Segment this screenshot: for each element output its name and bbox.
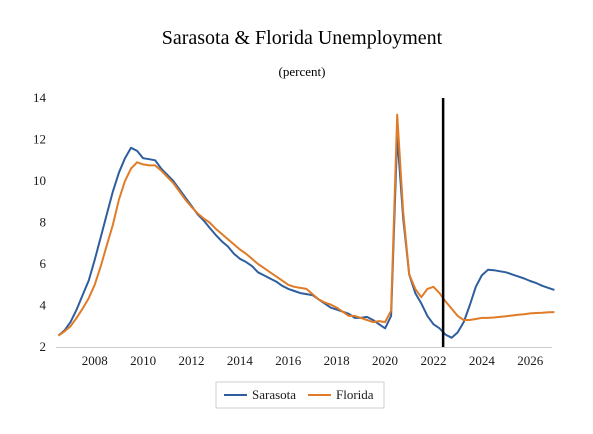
series-line-florida bbox=[57, 113, 555, 337]
y-tick-label: 10 bbox=[33, 173, 46, 188]
y-tick-label: 2 bbox=[40, 339, 47, 354]
x-tick-label: 2022 bbox=[420, 353, 446, 368]
x-tick-label: 2010 bbox=[130, 353, 156, 368]
series-line-sarasota bbox=[57, 134, 555, 339]
y-tick-label: 4 bbox=[40, 298, 47, 313]
legend-label-sarasota: Sarasota bbox=[252, 387, 296, 402]
legend-item-sarasota: Sarasota bbox=[224, 387, 296, 402]
x-tick-label: 2016 bbox=[275, 353, 302, 368]
x-tick-label: 2008 bbox=[82, 353, 108, 368]
x-tick-label: 2014 bbox=[227, 353, 254, 368]
legend-label-florida: Florida bbox=[336, 387, 374, 402]
y-tick-label: 6 bbox=[40, 256, 47, 271]
chart-subtitle: (percent) bbox=[279, 64, 326, 79]
x-axis-tick-labels: 2008 2010 2012 2014 2016 2018 2020 2022 2024 2026 bbox=[82, 353, 544, 368]
y-tick-label: 14 bbox=[33, 90, 47, 105]
x-tick-label: 2012 bbox=[178, 353, 204, 368]
chart-title: Sarasota & Florida Unemployment bbox=[162, 27, 443, 49]
legend-item-florida: Florida bbox=[308, 387, 374, 402]
x-tick-label: 2024 bbox=[469, 353, 496, 368]
x-tick-label: 2026 bbox=[517, 353, 544, 368]
y-axis-tick-labels: 2 4 6 8 10 12 14 bbox=[33, 90, 47, 354]
x-tick-label: 2018 bbox=[324, 353, 350, 368]
x-tick-label: 2020 bbox=[372, 353, 398, 368]
y-tick-label: 12 bbox=[33, 132, 46, 147]
y-tick-label: 8 bbox=[40, 215, 47, 230]
series-lines bbox=[57, 113, 555, 339]
